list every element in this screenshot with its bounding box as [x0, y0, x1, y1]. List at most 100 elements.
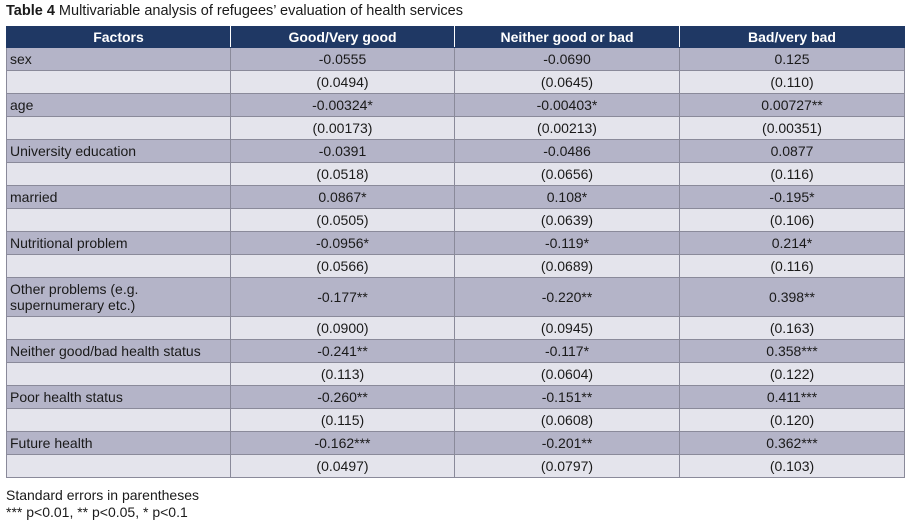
factor-cell: University education: [6, 139, 231, 163]
coef-row-neither-health-status: Neither good/bad health status -0.241** …: [6, 339, 905, 363]
factor-cell: Future health: [6, 431, 231, 455]
coef-cell: -0.119*: [454, 231, 680, 255]
empty-cell: [6, 70, 231, 94]
se-row-married: (0.0505) (0.0639) (0.106): [6, 208, 905, 232]
empty-cell: [6, 254, 231, 278]
empty-cell: [6, 116, 231, 140]
se-row-poor-health-status: (0.115) (0.0608) (0.120): [6, 408, 905, 432]
se-row-university-education: (0.0518) (0.0656) (0.116): [6, 162, 905, 186]
empty-cell: [6, 208, 231, 232]
table-caption: Table 4 Multivariable analysis of refuge…: [6, 3, 463, 19]
se-cell: (0.116): [679, 254, 905, 278]
coef-cell: -0.0956*: [230, 231, 455, 255]
se-cell: (0.163): [679, 316, 905, 340]
se-row-sex: (0.0494) (0.0645) (0.110): [6, 70, 905, 94]
coef-cell: 0.125: [679, 47, 905, 71]
coef-cell: 0.214*: [679, 231, 905, 255]
empty-cell: [6, 454, 231, 478]
se-cell: (0.110): [679, 70, 905, 94]
factor-cell: married: [6, 185, 231, 209]
coef-row-sex: sex -0.0555 -0.0690 0.125: [6, 47, 905, 71]
se-cell: (0.0497): [230, 454, 455, 478]
coef-row-university-education: University education -0.0391 -0.0486 0.0…: [6, 139, 905, 163]
empty-cell: [6, 408, 231, 432]
se-cell: (0.0639): [454, 208, 680, 232]
table-caption-text: Multivariable analysis of refugees’ eval…: [58, 3, 463, 19]
header-bad: Bad/very bad: [679, 26, 905, 48]
coef-cell: 0.108*: [454, 185, 680, 209]
coef-cell: 0.362***: [679, 431, 905, 455]
se-cell: (0.0689): [454, 254, 680, 278]
se-row-other-problems: (0.0900) (0.0945) (0.163): [6, 316, 905, 340]
coef-cell: -0.195*: [679, 185, 905, 209]
se-cell: (0.0518): [230, 162, 455, 186]
coef-row-other-problems: Other problems (e.g. supernumerary etc.)…: [6, 277, 905, 317]
se-cell: (0.0797): [454, 454, 680, 478]
table-caption-label: Table 4: [6, 3, 55, 19]
coef-row-married: married 0.0867* 0.108* -0.195*: [6, 185, 905, 209]
coef-cell: -0.220**: [454, 277, 680, 317]
coef-cell: -0.0555: [230, 47, 455, 71]
notes-standard-errors: Standard errors in parentheses: [6, 487, 199, 503]
coef-cell: -0.151**: [454, 385, 680, 409]
coef-row-nutritional-problem: Nutritional problem -0.0956* -0.119* 0.2…: [6, 231, 905, 255]
coef-cell: -0.0391: [230, 139, 455, 163]
se-cell: (0.00173): [230, 116, 455, 140]
header-row: Factors Good/Very good Neither good or b…: [6, 26, 905, 48]
header-neither: Neither good or bad: [454, 26, 680, 48]
table-header: Factors Good/Very good Neither good or b…: [6, 26, 905, 48]
se-cell: (0.116): [679, 162, 905, 186]
se-row-future-health: (0.0497) (0.0797) (0.103): [6, 454, 905, 478]
table-notes: Standard errors in parentheses *** p<0.0…: [6, 487, 199, 521]
coef-cell: -0.241**: [230, 339, 455, 363]
se-cell: (0.0945): [454, 316, 680, 340]
coef-row-poor-health-status: Poor health status -0.260** -0.151** 0.4…: [6, 385, 905, 409]
coef-cell: -0.162***: [230, 431, 455, 455]
coef-cell: -0.260**: [230, 385, 455, 409]
coef-cell: 0.411***: [679, 385, 905, 409]
se-cell: (0.106): [679, 208, 905, 232]
se-row-age: (0.00173) (0.00213) (0.00351): [6, 116, 905, 140]
se-cell: (0.00351): [679, 116, 905, 140]
se-cell: (0.00213): [454, 116, 680, 140]
coef-cell: -0.0690: [454, 47, 680, 71]
se-cell: (0.0604): [454, 362, 680, 386]
notes-significance: *** p<0.01, ** p<0.05, * p<0.1: [6, 504, 188, 520]
coef-cell: 0.0867*: [230, 185, 455, 209]
se-cell: (0.0494): [230, 70, 455, 94]
factor-cell: sex: [6, 47, 231, 71]
table-body: sex -0.0555 -0.0690 0.125 (0.0494) (0.06…: [6, 47, 905, 478]
header-factors: Factors: [6, 26, 231, 48]
empty-cell: [6, 362, 231, 386]
se-cell: (0.0505): [230, 208, 455, 232]
se-cell: (0.0900): [230, 316, 455, 340]
empty-cell: [6, 316, 231, 340]
coef-cell: 0.0877: [679, 139, 905, 163]
coef-cell: 0.358***: [679, 339, 905, 363]
se-cell: (0.103): [679, 454, 905, 478]
se-cell: (0.0645): [454, 70, 680, 94]
factor-cell: Other problems (e.g. supernumerary etc.): [6, 277, 231, 317]
empty-cell: [6, 162, 231, 186]
se-row-nutritional-problem: (0.0566) (0.0689) (0.116): [6, 254, 905, 278]
coef-cell: -0.00324*: [230, 93, 455, 117]
se-cell: (0.122): [679, 362, 905, 386]
se-cell: (0.120): [679, 408, 905, 432]
coef-cell: 0.398**: [679, 277, 905, 317]
header-good: Good/Very good: [230, 26, 455, 48]
coef-cell: -0.201**: [454, 431, 680, 455]
factor-cell: Nutritional problem: [6, 231, 231, 255]
se-cell: (0.0608): [454, 408, 680, 432]
coef-cell: -0.0486: [454, 139, 680, 163]
se-cell: (0.113): [230, 362, 455, 386]
coef-row-age: age -0.00324* -0.00403* 0.00727**: [6, 93, 905, 117]
factor-cell: Neither good/bad health status: [6, 339, 231, 363]
se-cell: (0.0656): [454, 162, 680, 186]
factor-cell: age: [6, 93, 231, 117]
results-table: Factors Good/Very good Neither good or b…: [6, 26, 905, 478]
factor-cell: Poor health status: [6, 385, 231, 409]
coef-cell: -0.177**: [230, 277, 455, 317]
coef-row-future-health: Future health -0.162*** -0.201** 0.362**…: [6, 431, 905, 455]
se-cell: (0.115): [230, 408, 455, 432]
coef-cell: -0.00403*: [454, 93, 680, 117]
